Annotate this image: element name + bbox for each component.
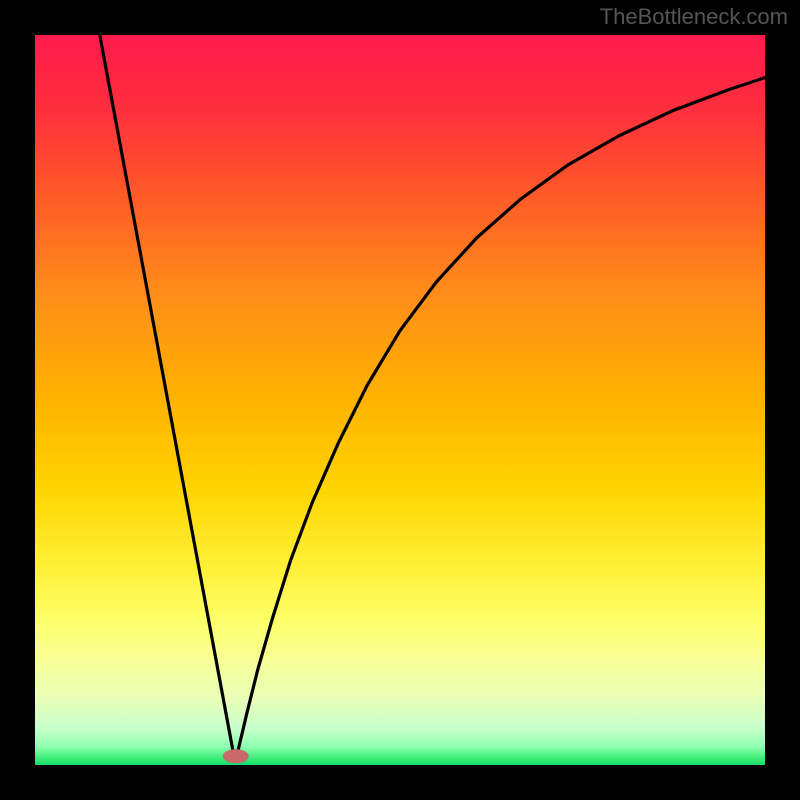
curve-right-segment bbox=[237, 75, 765, 754]
curve-layer bbox=[35, 35, 765, 765]
minimum-marker bbox=[223, 749, 249, 763]
attribution-text: TheBottleneck.com bbox=[600, 4, 788, 30]
plot-area bbox=[35, 35, 765, 765]
curve-left-segment bbox=[97, 35, 234, 754]
